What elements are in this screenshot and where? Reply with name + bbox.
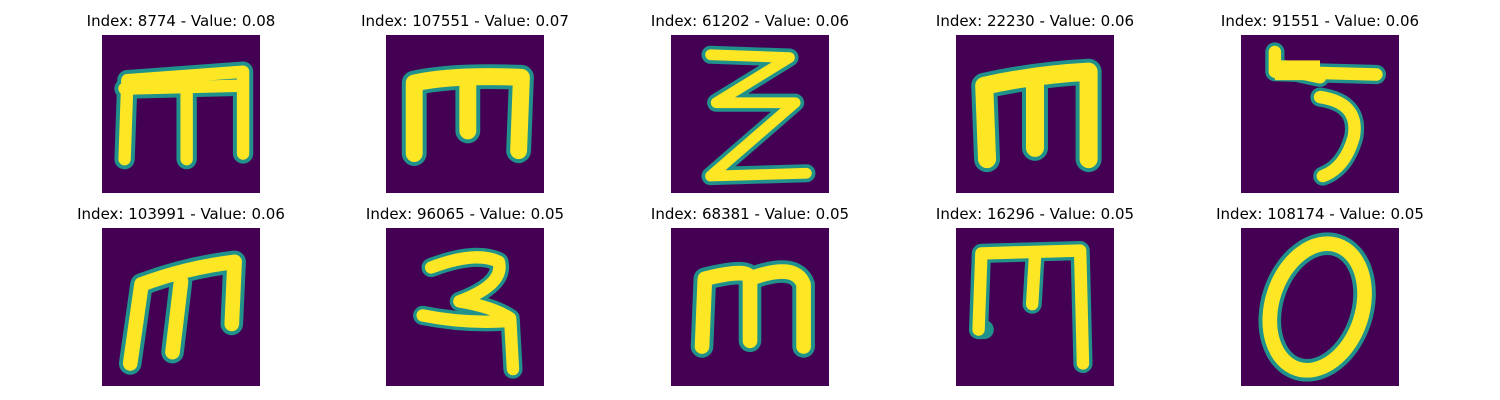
glyph-m-bold (386, 35, 544, 193)
panel-title: Index: 91551 - Value: 0.06 (1220, 12, 1420, 30)
panel-2: Index: 107551 - Value: 0.07 (350, 12, 580, 193)
character-image (671, 35, 829, 193)
character-image (1241, 35, 1399, 193)
panel-title: Index: 103991 - Value: 0.06 (77, 205, 285, 223)
panel-title: Index: 8774 - Value: 0.08 (86, 12, 276, 30)
panel-10: Index: 108174 - Value: 0.05 (1205, 205, 1435, 386)
panel-5: Index: 91551 - Value: 0.06 (1205, 12, 1435, 193)
character-image (956, 35, 1114, 193)
panel-title: Index: 107551 - Value: 0.07 (361, 12, 569, 30)
character-image (102, 228, 260, 386)
character-image (671, 228, 829, 386)
panel-4: Index: 22230 - Value: 0.06 (920, 12, 1150, 193)
panel-8: Index: 68381 - Value: 0.05 (635, 205, 865, 386)
glyph-m-narrow (956, 228, 1114, 386)
glyph-m-bold-right (956, 35, 1114, 193)
panel-6: Index: 103991 - Value: 0.06 (66, 205, 296, 386)
panel-title: Index: 16296 - Value: 0.05 (935, 205, 1135, 223)
panel-title: Index: 61202 - Value: 0.06 (650, 12, 850, 30)
glyph-zero (1241, 228, 1399, 386)
character-image (1241, 228, 1399, 386)
character-image (102, 35, 260, 193)
panel-title: Index: 108174 - Value: 0.05 (1216, 205, 1424, 223)
character-image (386, 228, 544, 386)
panel-7: Index: 96065 - Value: 0.05 (350, 205, 580, 386)
glyph-hook-5 (1241, 35, 1399, 193)
panel-title: Index: 96065 - Value: 0.05 (365, 205, 565, 223)
panel-title: Index: 22230 - Value: 0.06 (935, 12, 1135, 30)
panel-title: Index: 68381 - Value: 0.05 (650, 205, 850, 223)
glyph-m-slanted (102, 228, 260, 386)
character-image (956, 228, 1114, 386)
glyph-zigzag-z (671, 35, 829, 193)
glyph-m-flat-top (102, 35, 260, 193)
character-image (386, 35, 544, 193)
glyph-hook-2 (386, 228, 544, 386)
glyph-m-rounded (671, 228, 829, 386)
panel-9: Index: 16296 - Value: 0.05 (920, 205, 1150, 386)
panel-1: Index: 8774 - Value: 0.08 (66, 12, 296, 193)
panel-3: Index: 61202 - Value: 0.06 (635, 12, 865, 193)
